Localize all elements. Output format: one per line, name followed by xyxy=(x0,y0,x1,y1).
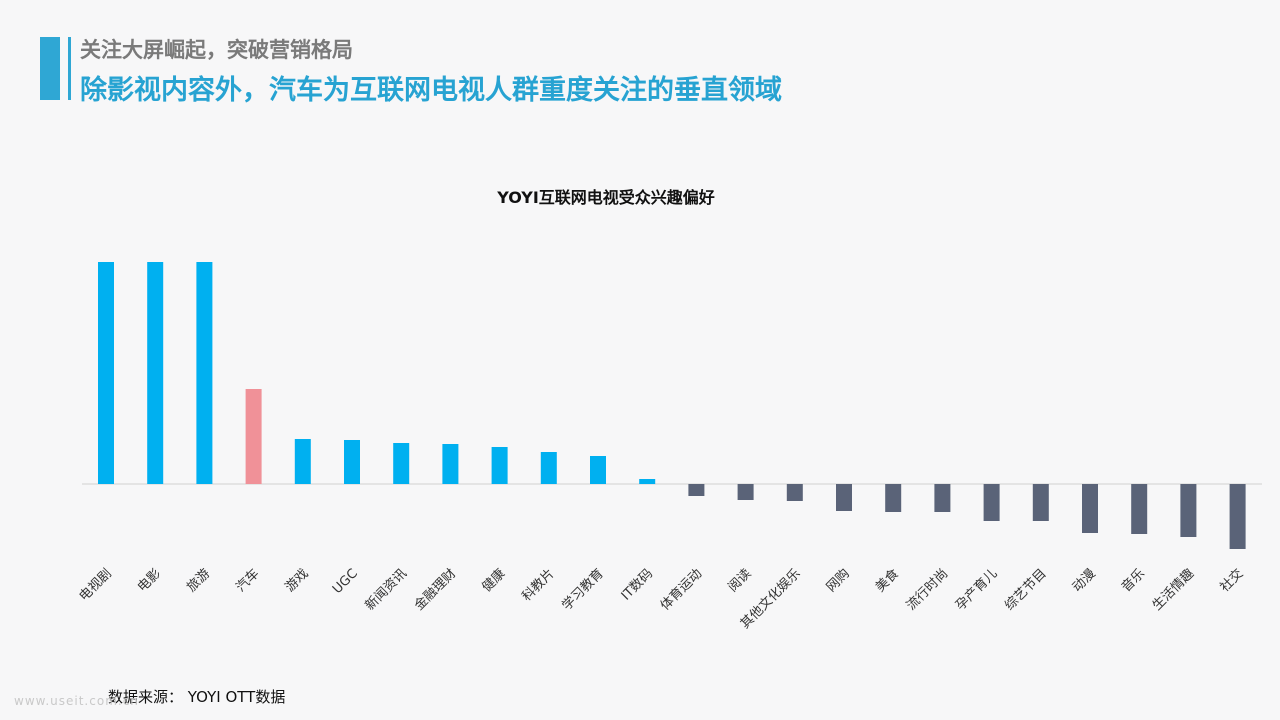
category-label-8: 金融理财 xyxy=(411,566,459,614)
category-label-24: 社交 xyxy=(1217,566,1247,596)
category-label-12: IT数码 xyxy=(619,566,656,603)
bar-19 xyxy=(983,484,1000,521)
category-label-20: 综艺节目 xyxy=(1002,566,1049,613)
header-accent-line xyxy=(68,37,71,100)
bar-24 xyxy=(1229,484,1246,549)
bar-8 xyxy=(442,444,459,484)
category-label-19: 孕产育儿 xyxy=(952,566,1000,614)
bar-16 xyxy=(836,484,852,511)
bar-1 xyxy=(98,262,114,484)
category-label-1: 电视剧 xyxy=(77,566,115,604)
chart-title: YOYI互联网电视受众兴趣偏好 xyxy=(497,188,715,207)
bar-18 xyxy=(934,484,951,512)
category-label-2: 电影 xyxy=(135,566,164,595)
bar-13 xyxy=(688,484,705,496)
bar-21 xyxy=(1082,484,1098,533)
header-accent-bar xyxy=(40,37,60,100)
category-label-3: 旅游 xyxy=(184,566,213,595)
page-subtitle: 关注大屏崛起，突破营销格局 xyxy=(80,38,353,62)
bar-22 xyxy=(1131,484,1148,534)
data-source-note: 数据来源： YOYI OTT数据 xyxy=(108,688,286,706)
bar-11 xyxy=(590,456,606,484)
category-label-21: 动漫 xyxy=(1070,566,1099,595)
bar-20 xyxy=(1032,484,1049,521)
category-label-10: 科教片 xyxy=(519,566,558,605)
category-label-6: UGC xyxy=(330,566,361,597)
bar-9 xyxy=(491,447,508,484)
category-label-18: 流行时尚 xyxy=(904,566,951,613)
category-label-4: 汽车 xyxy=(233,566,263,596)
category-label-13: 体育运动 xyxy=(657,566,705,614)
watermark: www.useit.com.cn xyxy=(14,694,139,708)
category-label-5: 游戏 xyxy=(283,566,312,595)
bar-4 xyxy=(245,389,262,484)
bar-23 xyxy=(1180,484,1197,537)
bar-5 xyxy=(294,439,311,484)
category-label-14: 阅读 xyxy=(725,566,754,595)
bar-2 xyxy=(147,262,164,484)
category-label-7: 新闻资讯 xyxy=(362,566,410,614)
bar-7 xyxy=(393,443,410,484)
category-label-11: 学习教育 xyxy=(559,566,607,614)
bar-10 xyxy=(540,452,557,484)
bar-15 xyxy=(786,484,803,501)
bar-12 xyxy=(639,479,656,484)
bar-3 xyxy=(196,262,213,484)
category-label-9: 健康 xyxy=(479,566,509,596)
category-label-17: 美食 xyxy=(872,566,902,596)
bar-17 xyxy=(885,484,902,512)
category-label-16: 网购 xyxy=(823,566,853,596)
page-title: 除影视内容外，汽车为互联网电视人群重度关注的垂直领域 xyxy=(80,75,782,106)
category-label-23: 生活情趣 xyxy=(1150,566,1197,613)
bar-14 xyxy=(737,484,754,500)
bar-6 xyxy=(344,440,360,484)
category-label-22: 音乐 xyxy=(1118,566,1148,596)
